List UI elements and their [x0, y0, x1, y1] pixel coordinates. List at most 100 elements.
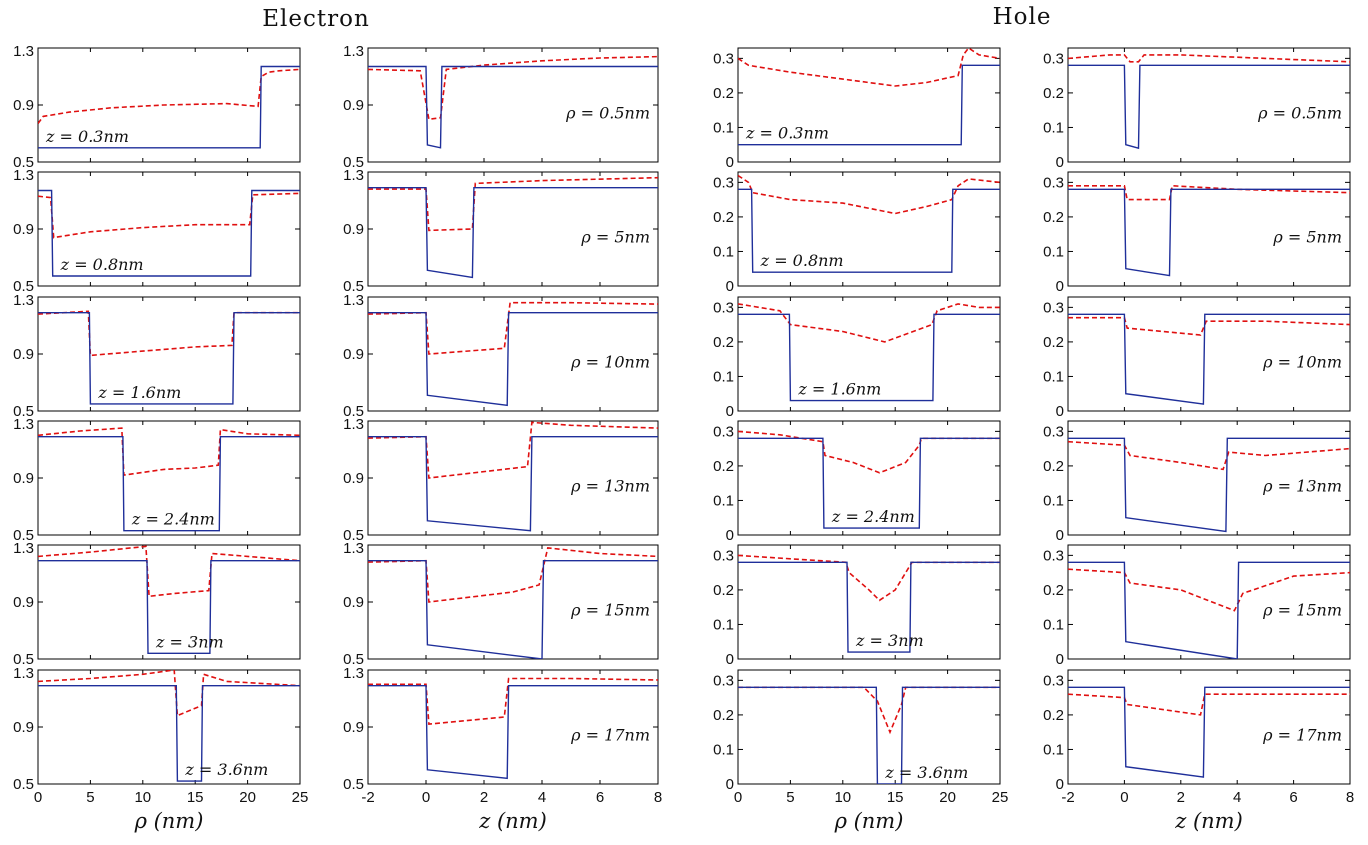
- y-tick-label: 0.3: [713, 672, 734, 689]
- panel-annotation: z = 1.6nm: [797, 380, 881, 399]
- y-tick-label: 0.5: [343, 403, 364, 420]
- x-axis-label: z (nm): [1174, 809, 1243, 833]
- y-tick-label: 0.9: [13, 470, 34, 487]
- panel-annotation: ρ = 5nm: [1272, 228, 1342, 247]
- hole-z-panel-1: 0 0.1 0.2 0.3 ρ = 0.5nm: [1043, 47, 1351, 171]
- y-tick-label: 0.9: [343, 594, 364, 611]
- solid-series-line: [38, 685, 300, 782]
- y-tick-label: 0.1: [1043, 741, 1064, 758]
- y-tick-label: 0.2: [713, 582, 734, 599]
- panel-annotation: z = 0.3nm: [745, 124, 829, 143]
- y-tick-label: 0.2: [713, 209, 734, 226]
- axes-frame: [367, 171, 659, 287]
- solid-series-line: [1068, 686, 1350, 778]
- y-tick-label: 0.2: [713, 458, 734, 475]
- y-tick-label: 0.3: [713, 174, 734, 191]
- hole-z-panel-3: 0 0.1 0.2 0.3 ρ = 10nm: [1043, 296, 1351, 420]
- axes-frame: [1067, 669, 1351, 785]
- x-tick-label: 2: [480, 789, 488, 806]
- solid-series-line: [368, 186, 658, 279]
- y-tick-label: 0.9: [343, 470, 364, 487]
- x-tick-label: 15: [887, 789, 904, 806]
- dashed-series-line: [738, 48, 1000, 87]
- hole-rho-panel-3: 0 0.1 0.2 0.3 z = 1.6nm: [713, 296, 1001, 420]
- y-tick-label: 0.9: [343, 221, 364, 238]
- y-tick-label: 0.5: [13, 527, 34, 544]
- y-tick-label: 0: [726, 278, 734, 295]
- axes-frame: [37, 669, 301, 785]
- x-tick-label: 0: [734, 789, 742, 806]
- electron-z-panel-1: 0.5 0.9 1.3 ρ = 0.5nm: [343, 43, 659, 171]
- electron-z-panel-6: 0.5 0.9 1.3 ρ = 17nm -2 0 2 4 6 8 z (nm): [343, 665, 662, 833]
- x-tick-label: 25: [292, 789, 309, 806]
- x-tick-label: 5: [786, 789, 794, 806]
- hole-rho-panel-4: 0 0.1 0.2 0.3 z = 2.4nm: [713, 420, 1001, 544]
- panel-annotation: z = 2.4nm: [831, 507, 915, 526]
- hole-z-panel-6: 00.10.20.3ρ = 17nm-2 0 2 4 6 8z (nm): [1043, 669, 1354, 833]
- x-axis-label: ρ (nm): [834, 809, 904, 833]
- y-tick-label: 0.2: [1043, 458, 1064, 475]
- solid-series-line: [38, 65, 300, 149]
- y-tick-label: 0.1: [1043, 492, 1064, 509]
- hole-z-panel-2: 0 0.1 0.2 0.3 ρ = 5nm: [1043, 171, 1351, 295]
- y-tick-label: 0.2: [1043, 209, 1064, 226]
- panel-annotation: z = 0.8nm: [60, 255, 144, 274]
- y-tick-label: 0.2: [713, 85, 734, 102]
- panel-annotation: ρ = 10nm: [570, 353, 650, 372]
- hole-z-panel-4: 0 0.1 0.2 0.3 ρ = 13nm: [1043, 420, 1351, 544]
- hole-z-column: 0 0.1 0.2 0.3 ρ = 0.5nm 0 0.1 0.2 0.3 ρ = 5nm 0 0.1…: [1043, 47, 1354, 833]
- y-tick-label: 0.1: [1043, 119, 1064, 136]
- y-tick-label: 0: [1056, 776, 1064, 793]
- y-tick-label: 1.3: [13, 416, 34, 433]
- y-tick-label: 0.2: [1043, 85, 1064, 102]
- dashed-series-line: [1068, 568, 1350, 612]
- solid-series-line: [368, 65, 658, 149]
- x-tick-label: 10: [834, 789, 851, 806]
- y-tick-label: 0.3: [1043, 672, 1064, 689]
- panel-annotation: ρ = 15nm: [570, 601, 650, 620]
- y-tick-label: 0: [726, 776, 734, 793]
- axes-frame: [367, 420, 659, 536]
- solid-series-line: [368, 560, 658, 659]
- solid-series-line: [38, 436, 300, 532]
- y-tick-label: 0.5: [343, 527, 364, 544]
- x-tick-label: 8: [1346, 789, 1354, 806]
- axes-frame: [37, 544, 301, 660]
- y-tick-label: 0.1: [713, 243, 734, 260]
- y-tick-label: 0: [726, 403, 734, 420]
- solid-series-line: [738, 64, 1000, 146]
- y-tick-label: 0.9: [13, 221, 34, 238]
- panel-annotation: ρ = 17nm: [1262, 726, 1342, 745]
- y-tick-label: 0.9: [13, 97, 34, 114]
- x-axis-label: ρ (nm): [134, 809, 204, 833]
- y-tick-label: 0.5: [343, 776, 364, 793]
- y-tick-label: 0.2: [1043, 707, 1064, 724]
- electron-rho-panel-3: 0.5 0.9 1.3 z = 1.6nm: [13, 292, 301, 420]
- hole-rho-panel-5: 0 0.1 0.2 0.3 z = 3nm: [713, 544, 1001, 668]
- panel-annotation: ρ = 15nm: [1262, 601, 1342, 620]
- panel-annotation: ρ = 10nm: [1262, 353, 1342, 372]
- x-tick-label: 6: [596, 789, 604, 806]
- panel-annotation: ρ = 5nm: [580, 228, 650, 247]
- dashed-series-line: [38, 310, 300, 357]
- solid-series-line: [1068, 188, 1350, 277]
- solid-series-line: [38, 312, 300, 405]
- axes-frame: [737, 420, 1001, 536]
- solid-series-line: [738, 313, 1000, 402]
- y-tick-label: 0.5: [13, 403, 34, 420]
- y-tick-label: 1.3: [13, 540, 34, 557]
- y-tick-label: 0.3: [1043, 299, 1064, 316]
- panel-annotation: z = 0.8nm: [760, 251, 844, 270]
- y-tick-label: 0.2: [1043, 582, 1064, 599]
- y-tick-label: 0: [1056, 651, 1064, 668]
- dashed-series-line: [1068, 54, 1350, 63]
- y-tick-label: 0.2: [713, 707, 734, 724]
- axes-frame: [737, 669, 1001, 785]
- dashed-series-line: [38, 427, 300, 477]
- y-tick-label: 0.1: [713, 616, 734, 633]
- solid-series-line: [368, 312, 658, 407]
- x-tick-label: -2: [361, 789, 374, 806]
- x-tick-label: 6: [1289, 789, 1297, 806]
